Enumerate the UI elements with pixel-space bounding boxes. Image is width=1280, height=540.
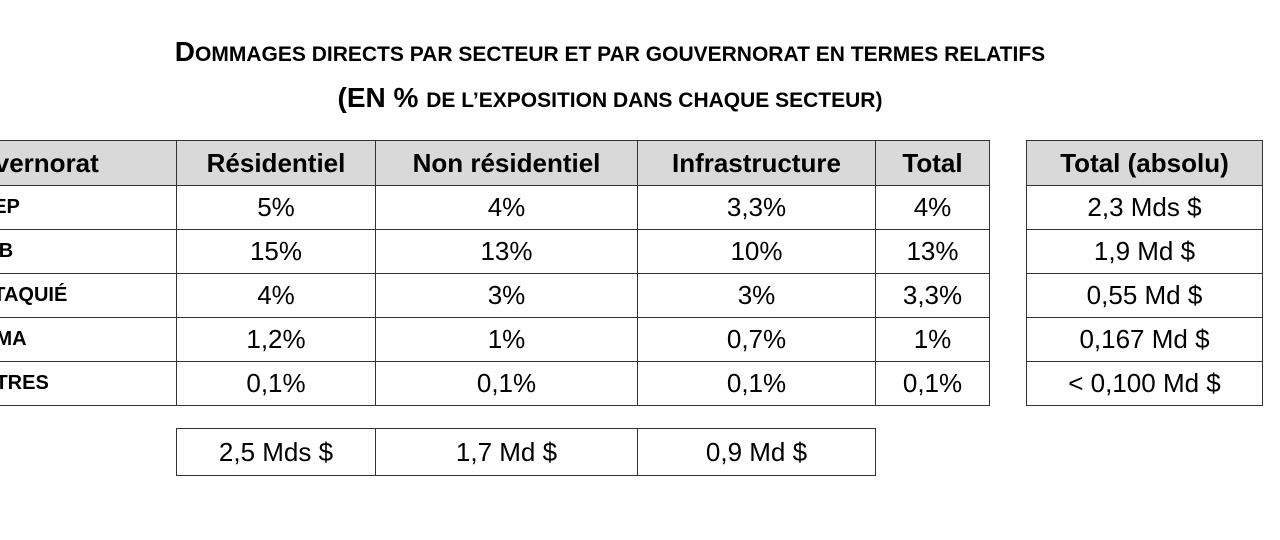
infrastructure-total-cell: 0,9 Md $ (637, 428, 876, 476)
non-residentiel-cell: 1% (375, 317, 638, 362)
gov-cell: LIB (0, 229, 177, 274)
residentiel-cell: 0,1% (176, 361, 376, 406)
table-row: TTAQUIÉ 4% 3% 3% 3,3% (0, 273, 990, 318)
residentiel-total-cell: 2,5 Mds $ (176, 428, 376, 476)
relative-damage-table: ouvernorat Résidentiel Non résidentiel I… (0, 140, 990, 406)
non-residentiel-cell: 0,1% (375, 361, 638, 406)
table-row: 2,3 Mds $ (1026, 185, 1263, 230)
table-row: 2,5 Mds $ 1,7 Md $ 0,9 Md $ (176, 428, 876, 476)
infrastructure-cell: 0,7% (637, 317, 876, 362)
gov-cell: TTAQUIÉ (0, 273, 177, 318)
absolute-total-cell: 1,9 Md $ (1026, 229, 1263, 274)
page-subtitle: (EN % DE L’EXPOSITION DANS CHAQUE SECTEU… (0, 82, 1220, 114)
residentiel-cell: 4% (176, 273, 376, 318)
residentiel-cell: 5% (176, 185, 376, 230)
total-cell: 3,3% (875, 273, 990, 318)
table-row: < 0,100 Md $ (1026, 361, 1263, 406)
sector-totals-table: 2,5 Mds $ 1,7 Md $ 0,9 Md $ (176, 428, 876, 476)
gov-cell: AMA (0, 317, 177, 362)
table-row: UTRES 0,1% 0,1% 0,1% 0,1% (0, 361, 990, 406)
gov-cell: UTRES (0, 361, 177, 406)
table-row: 0,167 Md $ (1026, 317, 1263, 362)
col-header-non-residentiel: Non résidentiel (375, 140, 638, 186)
gov-cell: LEP (0, 185, 177, 230)
title-line2-rest: DE L’EXPOSITION DANS CHAQUE SECTEUR) (426, 89, 883, 112)
title-line2-cap: (EN % (337, 82, 427, 113)
infrastructure-cell: 3,3% (637, 185, 876, 230)
infrastructure-cell: 0,1% (637, 361, 876, 406)
col-header-residentiel: Résidentiel (176, 140, 376, 186)
table-header-row: ouvernorat Résidentiel Non résidentiel I… (0, 140, 990, 186)
title-line1-cap: D (174, 36, 196, 67)
residentiel-cell: 15% (176, 229, 376, 274)
absolute-total-cell: < 0,100 Md $ (1026, 361, 1263, 406)
table-row: AMA 1,2% 1% 0,7% 1% (0, 317, 990, 362)
infrastructure-cell: 10% (637, 229, 876, 274)
col-header-total-absolu: Total (absolu) (1026, 140, 1263, 186)
total-cell: 1% (875, 317, 990, 362)
total-cell: 13% (875, 229, 990, 274)
infrastructure-cell: 3% (637, 273, 876, 318)
absolute-total-table: Total (absolu) 2,3 Mds $ 1,9 Md $ 0,55 M… (1026, 140, 1263, 406)
col-header-total: Total (875, 140, 990, 186)
table-row: LIB 15% 13% 10% 13% (0, 229, 990, 274)
col-header-gouvernorat: ouvernorat (0, 140, 177, 186)
title-line1-rest: OMMAGES DIRECTS PAR SECTEUR ET PAR GOUVE… (195, 43, 1046, 66)
non-residentiel-cell: 3% (375, 273, 638, 318)
non-residentiel-cell: 4% (375, 185, 638, 230)
table-header-row: Total (absolu) (1026, 140, 1263, 186)
non-residentiel-total-cell: 1,7 Md $ (375, 428, 638, 476)
total-cell: 0,1% (875, 361, 990, 406)
page-title: DOMMAGES DIRECTS PAR SECTEUR ET PAR GOUV… (0, 36, 1220, 68)
col-header-infrastructure: Infrastructure (637, 140, 876, 186)
absolute-total-cell: 2,3 Mds $ (1026, 185, 1263, 230)
non-residentiel-cell: 13% (375, 229, 638, 274)
table-row: 0,55 Md $ (1026, 273, 1263, 318)
residentiel-cell: 1,2% (176, 317, 376, 362)
table-row: LEP 5% 4% 3,3% 4% (0, 185, 990, 230)
absolute-total-cell: 0,167 Md $ (1026, 317, 1263, 362)
absolute-total-cell: 0,55 Md $ (1026, 273, 1263, 318)
table-row: 1,9 Md $ (1026, 229, 1263, 274)
total-cell: 4% (875, 185, 990, 230)
